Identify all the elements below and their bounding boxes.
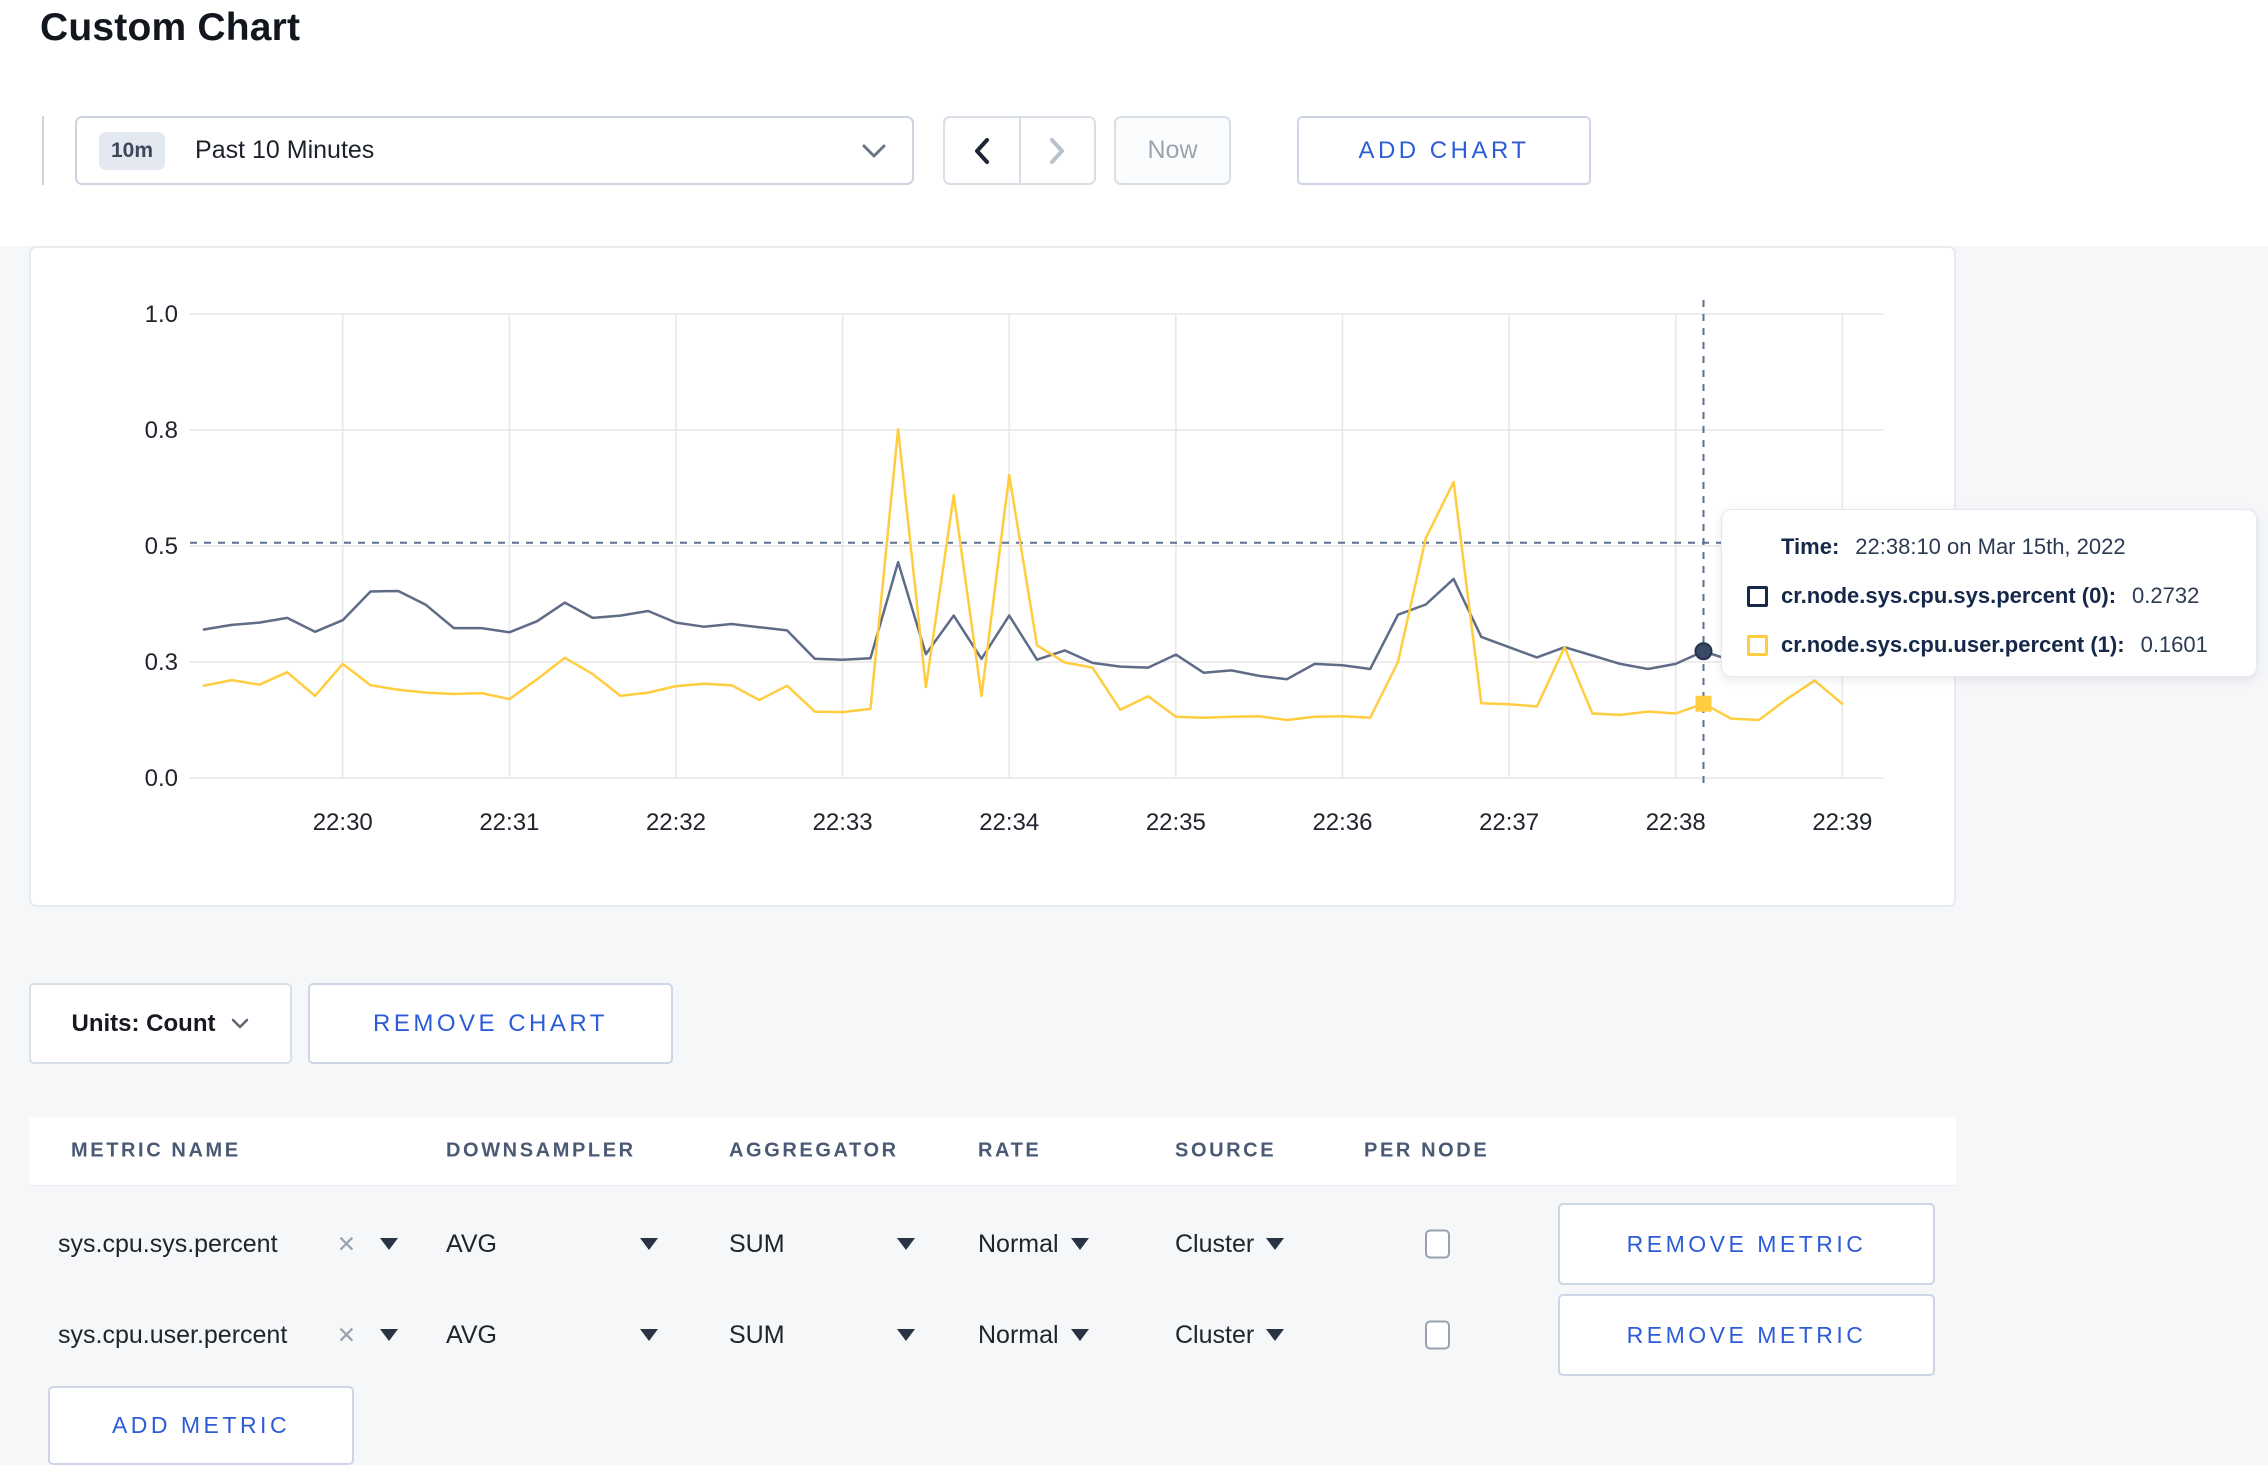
x-icon[interactable]: ✕ <box>336 1321 356 1348</box>
y-tick-label: 1.0 <box>145 301 178 328</box>
aggregator-value: SUM <box>729 1229 785 1258</box>
x-tick-label: 22:36 <box>1312 809 1372 836</box>
header-source: SOURCE <box>1175 1139 1277 1162</box>
chevron-down-icon <box>862 144 886 157</box>
aggregator-select[interactable]: SUM <box>729 1294 915 1376</box>
time-range-dropdown[interactable]: 10m Past 10 Minutes <box>75 116 914 185</box>
tooltip-metric-label: cr.node.sys.cpu.sys.percent (0): <box>1781 583 2117 608</box>
prev-time-button[interactable] <box>945 118 1021 183</box>
x-tick-label: 22:39 <box>1812 809 1872 836</box>
bottom-strip <box>0 1465 2268 1478</box>
x-tick-label: 22:32 <box>646 809 706 836</box>
triangle-down-icon <box>1070 1329 1089 1341</box>
units-dropdown[interactable]: Units: Count <box>29 983 292 1064</box>
tooltip-metric-label: cr.node.sys.cpu.user.percent (1): <box>1781 632 2125 657</box>
y-tick-label: 0.3 <box>145 649 178 676</box>
remove-chart-button[interactable]: REMOVE CHART <box>308 983 673 1064</box>
metric-row: sys.cpu.user.percent ✕ AVG SUM Normal Cluster… <box>0 1294 2268 1376</box>
rate-value: Normal <box>978 1229 1059 1258</box>
triangle-down-icon <box>897 1329 915 1341</box>
x-tick-label: 22:33 <box>813 809 873 836</box>
tooltip-metric-row: cr.node.sys.cpu.user.percent (1): 0.1601 <box>1747 632 2236 658</box>
x-tick-label: 22:37 <box>1479 809 1539 836</box>
triangle-down-icon <box>897 1238 915 1250</box>
header-metric-name: METRIC NAME <box>71 1139 241 1162</box>
triangle-down-icon <box>380 1329 398 1341</box>
chart-card <box>29 246 1956 907</box>
tooltip-time-value: 22:38:10 on Mar 15th, 2022 <box>1855 534 2126 559</box>
now-button[interactable]: Now <box>1114 116 1231 185</box>
triangle-down-icon <box>1070 1238 1089 1250</box>
rate-value: Normal <box>978 1320 1059 1349</box>
remove-metric-button[interactable]: REMOVE METRIC <box>1558 1294 1935 1376</box>
aggregator-select[interactable]: SUM <box>729 1203 915 1285</box>
tooltip-time-row: Time: 22:38:10 on Mar 15th, 2022 <box>1781 534 2236 560</box>
time-range-label: Past 10 Minutes <box>195 136 375 164</box>
header-aggregator: AGGREGATOR <box>729 1139 899 1162</box>
page-title: Custom Chart <box>40 6 301 49</box>
triangle-down-icon <box>640 1329 658 1341</box>
add-chart-button[interactable]: ADD CHART <box>1297 116 1591 185</box>
header-downsampler: DOWNSAMPLER <box>446 1139 636 1162</box>
source-value: Cluster <box>1175 1229 1255 1258</box>
hover-point-marker <box>1694 642 1713 661</box>
triangle-down-icon <box>380 1238 398 1250</box>
chart-tooltip: Time: 22:38:10 on Mar 15th, 2022 cr.node… <box>1721 509 2257 677</box>
timeseries-chart[interactable]: 0.0 0.3 0.5 0.8 1.0 22:30 22:31 22:32 22:33 22:34… <box>29 246 1956 907</box>
triangle-down-icon <box>1266 1329 1285 1341</box>
toolbar-divider <box>42 116 44 185</box>
series-legend-icon <box>1747 634 1768 656</box>
add-metric-button[interactable]: ADD METRIC <box>48 1386 354 1465</box>
aggregator-value: SUM <box>729 1320 785 1349</box>
metrics-table-header: METRIC NAME DOWNSAMPLER AGGREGATOR RATE … <box>29 1117 1956 1186</box>
metric-name-value: sys.cpu.sys.percent <box>58 1229 278 1258</box>
series-line-cr.node.sys.cpu.sys.percent <box>202 560 1844 681</box>
x-tick-label: 22:30 <box>313 809 373 836</box>
tooltip-metric-row: cr.node.sys.cpu.sys.percent (0): 0.2732 <box>1747 583 2236 609</box>
rate-select[interactable]: Normal <box>978 1203 1089 1285</box>
x-tick-label: 22:31 <box>479 809 539 836</box>
chevron-right-icon <box>1050 137 1065 164</box>
header-per-node: PER NODE <box>1364 1139 1490 1162</box>
x-tick-label: 22:38 <box>1646 809 1706 836</box>
x-icon[interactable]: ✕ <box>336 1230 356 1257</box>
units-label: Units: Count <box>71 1009 216 1037</box>
downsampler-select[interactable]: AVG <box>446 1294 658 1376</box>
triangle-down-icon <box>640 1238 658 1250</box>
tooltip-metric-value: 0.1601 <box>2140 632 2208 657</box>
downsampler-select[interactable]: AVG <box>446 1203 658 1285</box>
header-rate: RATE <box>978 1139 1042 1162</box>
chevron-down-icon <box>232 1018 249 1029</box>
time-step-buttons <box>943 116 1096 185</box>
y-tick-label: 0.5 <box>145 533 178 560</box>
series-line-cr.node.sys.cpu.user.percent <box>202 427 1844 722</box>
downsampler-value: AVG <box>446 1229 497 1258</box>
per-node-checkbox[interactable] <box>1425 1320 1450 1350</box>
tooltip-time-label: Time: <box>1781 534 1840 559</box>
time-range-badge: 10m <box>99 131 166 170</box>
x-tick-label: 22:34 <box>979 809 1039 836</box>
source-select[interactable]: Cluster <box>1175 1294 1285 1376</box>
tooltip-metric-value: 0.2732 <box>2132 583 2200 608</box>
y-tick-label: 0.8 <box>145 417 178 444</box>
y-tick-label: 0.0 <box>145 765 178 792</box>
source-value: Cluster <box>1175 1320 1255 1349</box>
source-select[interactable]: Cluster <box>1175 1203 1285 1285</box>
triangle-down-icon <box>1266 1238 1285 1250</box>
next-time-button[interactable] <box>1021 118 1095 183</box>
per-node-checkbox[interactable] <box>1425 1229 1450 1259</box>
rate-select[interactable]: Normal <box>978 1294 1089 1376</box>
metric-name-value: sys.cpu.user.percent <box>58 1320 288 1349</box>
downsampler-value: AVG <box>446 1320 497 1349</box>
metric-name-select[interactable]: sys.cpu.user.percent ✕ <box>58 1294 398 1376</box>
x-tick-label: 22:35 <box>1146 809 1206 836</box>
hover-point-marker <box>1695 695 1712 712</box>
metric-name-select[interactable]: sys.cpu.sys.percent ✕ <box>58 1203 398 1285</box>
remove-metric-button[interactable]: REMOVE METRIC <box>1558 1203 1935 1285</box>
series-legend-icon <box>1747 585 1768 607</box>
metric-row: sys.cpu.sys.percent ✕ AVG SUM Normal Cluster R… <box>0 1203 2268 1285</box>
chevron-left-icon <box>974 137 989 164</box>
